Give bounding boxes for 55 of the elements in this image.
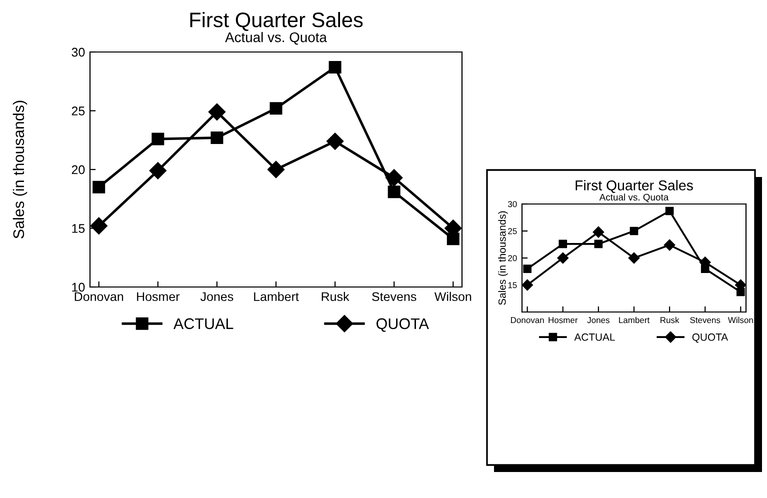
- legend-label: ACTUAL: [574, 333, 615, 341]
- y-tick-label: 20: [508, 255, 517, 262]
- point: [664, 239, 676, 251]
- point: [557, 252, 568, 264]
- y-tick-label: 25: [72, 106, 85, 116]
- chart-title: First Quarter Sales: [576, 180, 693, 193]
- point: [90, 217, 108, 234]
- x-tick-label: Jones: [587, 317, 610, 324]
- point: [386, 169, 403, 186]
- x-tick-label: Donovan: [74, 292, 124, 302]
- point: [665, 206, 674, 216]
- chart-subtitle: Actual vs. Quota: [225, 32, 327, 45]
- point: [630, 226, 638, 236]
- x-tick-label: Rusk: [660, 316, 680, 324]
- x-tick-label: Hosmer: [137, 292, 180, 302]
- x-tick-label: Jones: [200, 292, 234, 302]
- y-tick-label: 15: [508, 282, 517, 288]
- point: [92, 180, 106, 194]
- x-tick-label: Wilson: [434, 292, 472, 302]
- y-tick-label: 10: [72, 282, 85, 292]
- y-axis-title: Sales (in thousands): [12, 100, 28, 238]
- point: [594, 240, 603, 248]
- point: [208, 103, 226, 120]
- x-tick-label: Lambert: [254, 292, 299, 302]
- y-tick-label: 15: [72, 224, 85, 233]
- point: [326, 132, 344, 150]
- x-tick-label: Lambert: [619, 316, 650, 324]
- chart-subtitle: Actual vs. Quota: [599, 194, 669, 202]
- point: [267, 160, 285, 178]
- legend-label: ACTUAL: [173, 318, 234, 330]
- y-tick-label: 20: [72, 165, 85, 174]
- x-tick-label: Hosmer: [548, 317, 578, 324]
- legend-label: QUOTA: [692, 333, 728, 343]
- point: [628, 252, 640, 264]
- y-tick-label: 30: [508, 201, 517, 208]
- point: [210, 132, 224, 144]
- x-tick-label: Wilson: [728, 316, 753, 324]
- y-tick-label: 30: [72, 48, 85, 57]
- point: [592, 226, 604, 238]
- point: [149, 162, 166, 180]
- point: [388, 186, 400, 198]
- point: [152, 132, 164, 146]
- x-tick-label: Donovan: [511, 317, 544, 324]
- point: [558, 240, 568, 248]
- point: [270, 102, 282, 115]
- x-tick-label: Stevens: [372, 292, 416, 302]
- point: [523, 264, 532, 273]
- point: [328, 61, 342, 74]
- x-tick-label: Stevens: [690, 317, 720, 324]
- y-axis-title: Sales (in thousands): [498, 211, 508, 305]
- x-tick-label: Rusk: [322, 292, 350, 302]
- point: [522, 279, 533, 291]
- y-tick-label: 25: [508, 228, 517, 234]
- legend-label: QUOTA: [376, 318, 429, 332]
- chart-title: First Quarter Sales: [190, 12, 363, 32]
